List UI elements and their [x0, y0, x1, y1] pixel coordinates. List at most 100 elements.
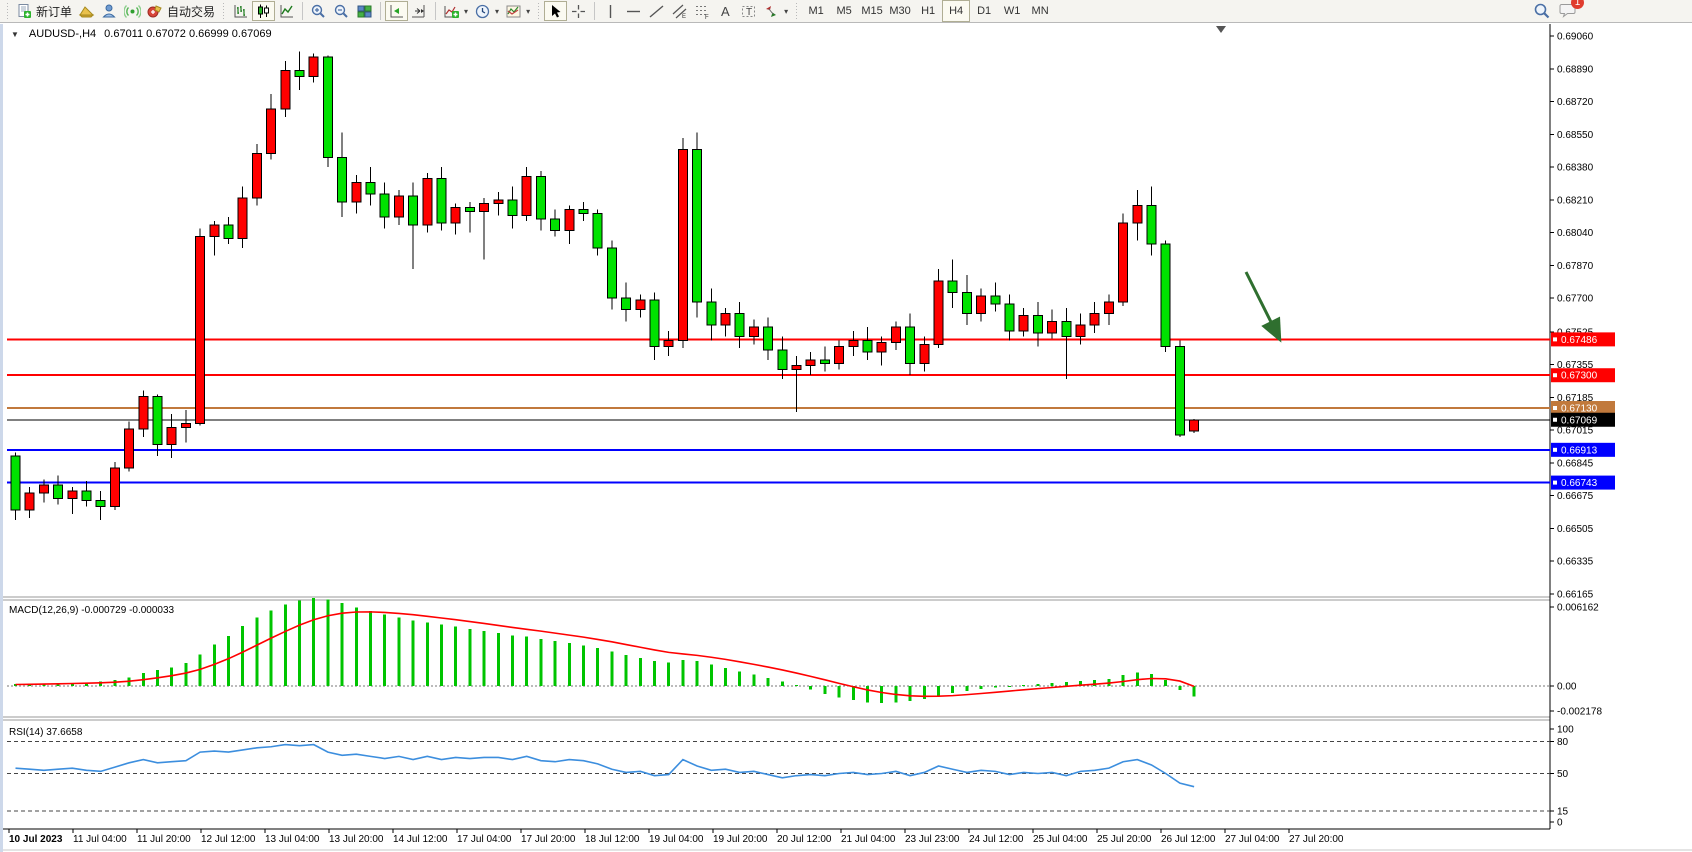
svg-text:19 Jul 20:00: 19 Jul 20:00 — [713, 834, 768, 845]
chevron-down-icon[interactable]: ▼ — [11, 29, 19, 39]
timeframe-d1[interactable]: D1 — [977, 5, 992, 17]
bar-chart-icon — [234, 4, 248, 17]
auto-trading-button[interactable]: 自动交易 — [144, 1, 218, 21]
chart-canvas[interactable]: 0.69060 0.68890 0.68720 0.68550 0.68380 0.682… — [3, 24, 1692, 852]
line-chart-icon — [280, 4, 294, 17]
arrows-icon — [766, 5, 777, 17]
fibonacci-button[interactable]: F — [691, 1, 714, 21]
templates-button[interactable]: ▾ — [502, 1, 533, 21]
bar-chart-button[interactable] — [229, 1, 252, 21]
svg-text:17 Jul 20:00: 17 Jul 20:00 — [521, 834, 576, 845]
timeframe-h1[interactable]: H1 — [921, 5, 936, 17]
svg-text:0.67015: 0.67015 — [1557, 426, 1594, 437]
tile-windows-icon — [357, 5, 372, 17]
svg-text:27 Jul 20:00: 27 Jul 20:00 — [1289, 834, 1344, 845]
chevron-down-icon: ▾ — [464, 6, 469, 16]
svg-text:13 Jul 20:00: 13 Jul 20:00 — [329, 834, 384, 845]
svg-text:100: 100 — [1557, 725, 1574, 736]
trendline-icon — [649, 4, 664, 18]
svg-text:0.66165: 0.66165 — [1557, 590, 1594, 601]
chevron-down-icon: ▾ — [495, 6, 500, 16]
trendline-button[interactable] — [645, 1, 668, 21]
text-label-button[interactable]: T — [737, 1, 760, 21]
fibonacci-icon: F — [696, 5, 709, 20]
community-icon — [102, 4, 116, 17]
crosshair-icon — [572, 4, 586, 18]
tile-windows-button[interactable] — [353, 1, 376, 21]
svg-text:0.67130: 0.67130 — [1561, 404, 1598, 415]
svg-text:MACD(12,26,9) -0.000729 -0.000: MACD(12,26,9) -0.000729 -0.000033 — [9, 605, 175, 616]
zoom-out-button[interactable] — [330, 1, 353, 21]
svg-text:80: 80 — [1557, 737, 1569, 748]
equidistant-channel-icon: E — [672, 4, 687, 20]
timeframe-mn[interactable]: MN — [1031, 5, 1049, 17]
community-button[interactable] — [98, 1, 121, 21]
timeframe-m5[interactable]: M5 — [836, 5, 852, 17]
svg-text:24 Jul 12:00: 24 Jul 12:00 — [969, 834, 1024, 845]
svg-text:13 Jul 04:00: 13 Jul 04:00 — [265, 834, 320, 845]
horizontal-line-button[interactable] — [622, 1, 645, 21]
zoom-in-icon — [311, 4, 325, 18]
equidistant-channel-button[interactable]: E — [668, 1, 691, 21]
candlestick-chart-icon — [258, 4, 270, 18]
toolbar-grip[interactable] — [221, 3, 227, 19]
svg-text:14 Jul 12:00: 14 Jul 12:00 — [393, 834, 448, 845]
text-label-icon: T — [742, 5, 756, 18]
crosshair-button[interactable] — [567, 1, 590, 21]
zoom-out-icon — [334, 4, 348, 18]
timeframe-w1[interactable]: W1 — [1003, 5, 1021, 17]
svg-text:T: T — [746, 7, 752, 18]
svg-text:0.66675: 0.66675 — [1557, 491, 1594, 502]
toolbar-grip[interactable] — [536, 3, 542, 19]
timeframe-toolbar: M1 M5 M15 M30 H1 H4 D1 W1 MN — [802, 0, 1054, 22]
timeframe-h4[interactable]: H4 — [942, 0, 971, 22]
search-icon[interactable] — [1533, 2, 1551, 20]
svg-text:11 Jul 20:00: 11 Jul 20:00 — [137, 834, 191, 845]
timeframe-m1[interactable]: M1 — [808, 5, 824, 17]
timeframe-m30[interactable]: M30 — [889, 5, 911, 17]
notification-badge: 1 — [1571, 0, 1584, 9]
arrows-button[interactable]: ▾ — [760, 1, 791, 21]
svg-text:F: F — [705, 15, 709, 20]
auto-trading-icon — [147, 4, 162, 17]
toolbar-grip[interactable] — [5, 3, 10, 19]
indicators-button[interactable]: ▾ — [440, 1, 471, 21]
toolbar-grip[interactable] — [794, 3, 800, 19]
svg-text:0.68210: 0.68210 — [1557, 195, 1594, 206]
periods-icon — [475, 4, 490, 18]
timeframe-m15[interactable]: M15 — [861, 5, 883, 17]
main-toolbar: 新订单 自动交易 — [0, 0, 1692, 23]
candlestick-chart-button[interactable] — [252, 1, 276, 21]
vertical-line-icon — [609, 4, 612, 18]
chart-window[interactable]: ▼ AUDUSD-,H4 0.67011 0.67072 0.66999 0.6… — [0, 24, 1692, 852]
svg-text:0.67700: 0.67700 — [1557, 294, 1594, 305]
cursor-icon — [552, 4, 561, 17]
text-button[interactable]: A — [714, 1, 737, 21]
chart-shift-button[interactable] — [385, 1, 409, 21]
cursor-button[interactable] — [544, 1, 568, 21]
signals-button[interactable] — [121, 1, 144, 21]
chart-title: ▼ AUDUSD-,H4 0.67011 0.67072 0.66999 0.6… — [11, 28, 272, 40]
zoom-in-button[interactable] — [307, 1, 330, 21]
new-order-button[interactable]: 新订单 — [13, 1, 75, 21]
svg-text:0: 0 — [1557, 818, 1563, 829]
svg-text:0.68890: 0.68890 — [1557, 64, 1594, 75]
svg-text:0.66743: 0.66743 — [1561, 478, 1598, 489]
vertical-line-button[interactable] — [599, 1, 622, 21]
periods-button[interactable]: ▾ — [471, 1, 502, 21]
svg-text:0.67486: 0.67486 — [1561, 335, 1598, 346]
chevron-down-icon: ▾ — [526, 6, 531, 16]
signals-icon — [124, 4, 142, 18]
svg-text:25 Jul 20:00: 25 Jul 20:00 — [1097, 834, 1152, 845]
svg-text:0.66505: 0.66505 — [1557, 524, 1594, 535]
market-depth-button[interactable] — [75, 1, 98, 21]
svg-text:0.68380: 0.68380 — [1557, 163, 1594, 174]
notifications-button[interactable]: 1 — [1559, 0, 1584, 23]
svg-text:0.66845: 0.66845 — [1557, 458, 1594, 469]
svg-text:0.68720: 0.68720 — [1557, 97, 1594, 108]
new-order-label: 新订单 — [36, 4, 73, 19]
chart-autoscroll-button[interactable] — [408, 1, 431, 21]
svg-text:15: 15 — [1557, 806, 1569, 817]
svg-text:0.67185: 0.67185 — [1557, 393, 1594, 404]
line-chart-button[interactable] — [275, 1, 298, 21]
